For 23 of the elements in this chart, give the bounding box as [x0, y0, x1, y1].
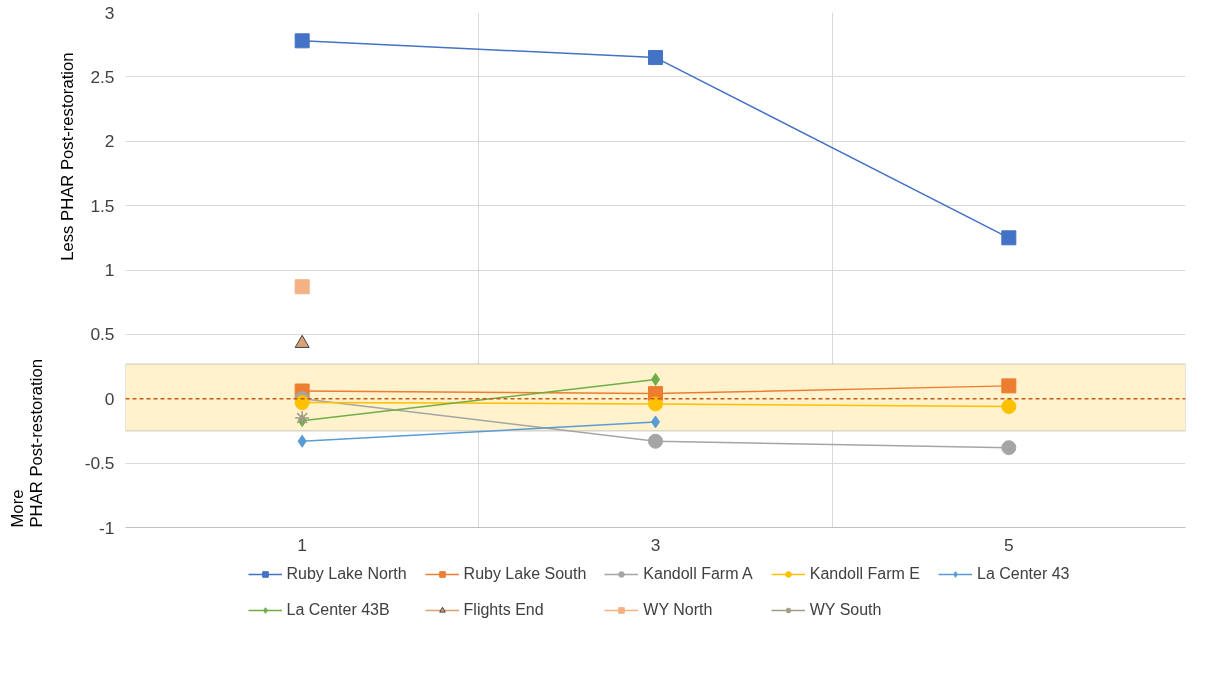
legend-label: WY South: [809, 601, 882, 619]
y-tick-label: 0.5: [90, 324, 115, 345]
y-tick-label: -0.5: [84, 453, 115, 474]
x-tick-label: 3: [650, 534, 661, 555]
legend-label: Kandoll Farm E: [809, 565, 920, 583]
text: Less PHAR Post-restoration: [57, 52, 77, 261]
legend-label: Ruby Lake South: [463, 565, 587, 583]
y-tick-label: 1.5: [90, 195, 115, 216]
legend-label: Flights End: [463, 601, 544, 619]
legend-label: WY North: [643, 601, 713, 619]
y-tick-label: 0: [104, 388, 115, 409]
legend-label: La Center 43: [976, 565, 1070, 583]
y-tick-label: -1: [99, 517, 115, 538]
y-tick-label: 2.5: [90, 66, 115, 87]
text: More PHAR Post-restoration: [7, 359, 46, 528]
legend-label: Ruby Lake North: [286, 565, 407, 583]
x-tick-label: 1: [297, 534, 307, 555]
y-tick-label: 1: [104, 260, 115, 280]
y-tick-label: 2: [104, 131, 115, 152]
legend-label: La Center 43B: [286, 601, 390, 619]
y-tick-label: 3: [104, 2, 115, 23]
legend-label: Kandoll Farm A: [643, 565, 753, 583]
x-tick-label: 5: [1004, 534, 1014, 555]
